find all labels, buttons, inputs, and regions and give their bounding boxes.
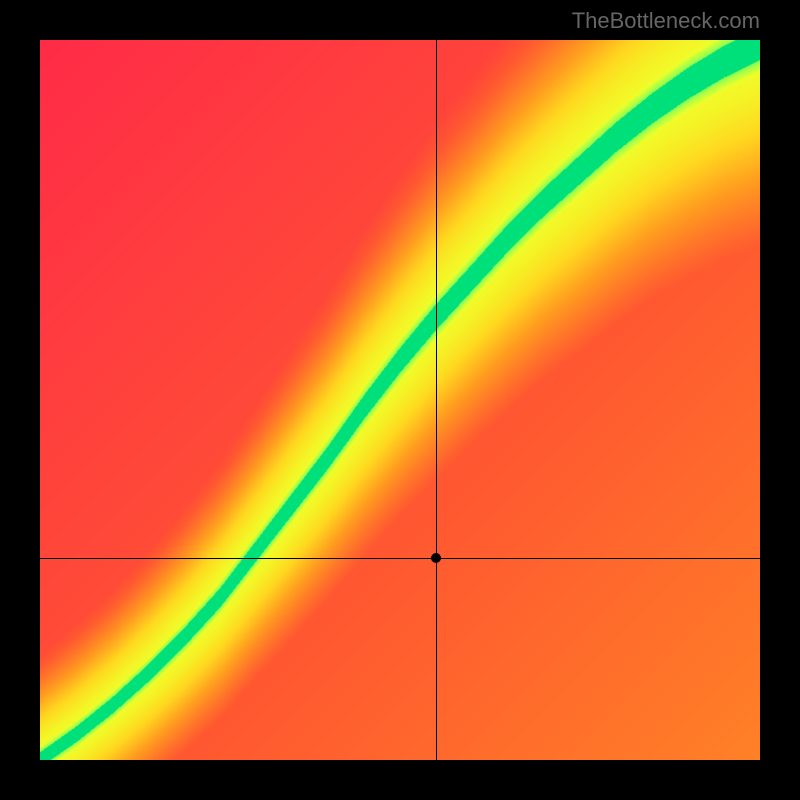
crosshair-horizontal <box>40 558 760 559</box>
marker-dot <box>431 553 441 563</box>
crosshair-vertical <box>436 40 437 760</box>
watermark-text: TheBottleneck.com <box>572 8 760 34</box>
heatmap-canvas <box>40 40 760 760</box>
chart-container: { "watermark": "TheBottleneck.com", "cha… <box>0 0 800 800</box>
plot-area <box>40 40 760 760</box>
